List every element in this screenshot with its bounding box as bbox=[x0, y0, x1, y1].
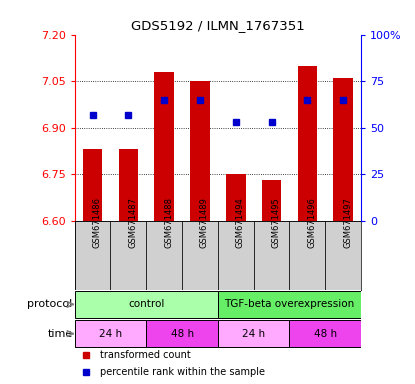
Text: 48 h: 48 h bbox=[171, 329, 194, 339]
Bar bbox=[75, 321, 146, 347]
Text: TGF-beta overexpression: TGF-beta overexpression bbox=[225, 300, 354, 310]
Bar bbox=[218, 291, 361, 318]
Bar bbox=[75, 221, 110, 290]
Text: percentile rank within the sample: percentile rank within the sample bbox=[100, 367, 266, 377]
Text: 24 h: 24 h bbox=[99, 329, 122, 339]
Text: GSM671497: GSM671497 bbox=[343, 197, 352, 248]
Title: GDS5192 / ILMN_1767351: GDS5192 / ILMN_1767351 bbox=[131, 19, 305, 32]
Bar bbox=[325, 221, 361, 290]
Bar bbox=[333, 78, 353, 221]
Bar bbox=[190, 81, 210, 221]
Bar bbox=[75, 291, 218, 318]
Text: GSM671487: GSM671487 bbox=[128, 197, 137, 248]
Text: control: control bbox=[128, 300, 164, 310]
Bar bbox=[154, 72, 174, 221]
Bar bbox=[146, 221, 182, 290]
Bar bbox=[290, 321, 361, 347]
Text: 24 h: 24 h bbox=[242, 329, 265, 339]
Bar bbox=[146, 321, 218, 347]
Bar bbox=[218, 221, 254, 290]
Text: 48 h: 48 h bbox=[314, 329, 337, 339]
Text: GSM671494: GSM671494 bbox=[236, 197, 245, 248]
Bar bbox=[83, 149, 103, 221]
Bar bbox=[182, 221, 218, 290]
Text: GSM671486: GSM671486 bbox=[93, 197, 102, 248]
Bar bbox=[254, 221, 290, 290]
Text: GSM671496: GSM671496 bbox=[308, 197, 316, 248]
Bar bbox=[119, 149, 138, 221]
Text: protocol: protocol bbox=[27, 300, 73, 310]
Bar bbox=[290, 221, 325, 290]
Text: GSM671495: GSM671495 bbox=[271, 197, 281, 248]
Text: time: time bbox=[47, 329, 73, 339]
Text: GSM671488: GSM671488 bbox=[164, 197, 173, 248]
Bar bbox=[110, 221, 146, 290]
Bar bbox=[262, 180, 281, 221]
Text: GSM671489: GSM671489 bbox=[200, 197, 209, 248]
Bar bbox=[218, 321, 290, 347]
Text: transformed count: transformed count bbox=[100, 350, 191, 360]
Bar bbox=[298, 66, 317, 221]
Bar bbox=[226, 174, 246, 221]
